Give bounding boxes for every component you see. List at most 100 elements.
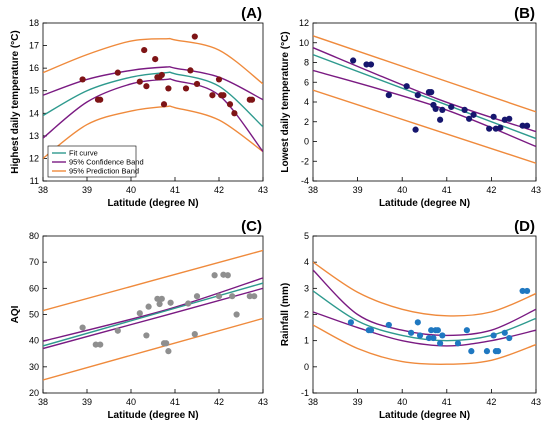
panel-d-data-point xyxy=(501,329,508,336)
panel-c-data-point xyxy=(92,341,99,348)
panel-b-y-tick-label: 12 xyxy=(299,18,309,28)
panel-c-prediction-band-upper xyxy=(43,249,263,312)
panel-a-y-tick-label: 18 xyxy=(29,18,39,28)
panel-d-y-tick-label: 0 xyxy=(304,362,309,372)
panel-c-prediction-band-lower xyxy=(43,317,263,381)
panel-d: 38 39 40 41 42 43 -1 0 1 2 3 4 5 Latitude (degree N) R… xyxy=(280,218,541,421)
panel-d-data-point xyxy=(416,332,424,339)
panel-d-data-point xyxy=(468,348,475,355)
panel-b-data-point xyxy=(448,103,455,111)
panel-d-data-point xyxy=(408,329,415,336)
panel-b-data-point xyxy=(523,122,531,129)
panel-c-y-axis-label: AQI xyxy=(10,305,21,323)
panel-d-data-point xyxy=(490,332,497,339)
panel-b-data-point xyxy=(414,91,421,99)
panel-a-data-point xyxy=(248,96,256,103)
panel-a-data-point xyxy=(191,33,198,40)
panel-c-x-tick-label: 42 xyxy=(214,397,224,407)
panel-d-data-point xyxy=(425,334,433,342)
panel-d-data-point xyxy=(519,287,526,295)
panel-b-data-point xyxy=(490,113,497,120)
panel-c-data-point xyxy=(114,327,121,334)
panel-d-y-tick-label: 3 xyxy=(304,283,309,293)
panel-d-data-point xyxy=(347,319,355,326)
panel-d-y-tick-label: -1 xyxy=(301,388,309,398)
panel-c-data-point xyxy=(156,300,163,308)
panel-d-data-point xyxy=(428,327,435,334)
panel-c-data-point xyxy=(233,311,240,318)
panel-a: 38 39 40 41 42 43 11 12 13 14 15 16 17 18 Latitude (de… xyxy=(10,5,268,209)
panel-a-data-point xyxy=(226,101,234,108)
panel-a-data-point xyxy=(143,83,150,90)
panel-a-data-point xyxy=(152,56,159,63)
panel-d-y-tick-label: 2 xyxy=(304,310,309,320)
panel-a-data-point xyxy=(231,110,238,117)
panel-d-x-tick-label: 40 xyxy=(397,397,407,407)
panel-b-data-point xyxy=(385,91,392,99)
panel-c-x-tick-label: 38 xyxy=(38,397,48,407)
panel-a-fit-curve xyxy=(43,71,263,128)
panel-c-x-tick-label: 39 xyxy=(82,397,92,407)
panel-d-x-tick-label: 39 xyxy=(353,397,363,407)
panel-c-data-point xyxy=(154,295,161,302)
panel-d-y-tick-label: 1 xyxy=(304,336,309,346)
panel-a-data-point xyxy=(136,78,143,85)
panel-a-legend-entry: Fit curve xyxy=(69,149,98,158)
panel-a-legend-entry: 95% Confidence Band xyxy=(69,158,144,167)
panel-d-data-point xyxy=(494,348,502,355)
panel-b-data-point xyxy=(506,115,513,122)
panel-a-y-tick-label: 11 xyxy=(30,176,39,186)
panel-b-data-point xyxy=(439,106,446,113)
panel-b-x-axis-label: Latitude (degree N) xyxy=(379,198,470,209)
panel-b-y-tick-label: 2 xyxy=(304,117,309,127)
panel-b-data-point xyxy=(437,116,444,123)
panel-d-x-tick-label: 38 xyxy=(308,397,318,407)
panel-b-data-point xyxy=(461,106,468,113)
panel-d-data-point xyxy=(439,332,446,339)
panel-d-data-point xyxy=(463,327,470,334)
panel-d-data-point xyxy=(430,334,437,342)
panel-a-x-tick-label: 38 xyxy=(38,185,48,195)
panel-b-y-tick-label: 4 xyxy=(304,97,309,107)
panel-b-y-axis-label: Lowest daily temperature (°C) xyxy=(280,31,291,172)
panel-c-data-point xyxy=(251,293,258,300)
panel-c-fit-curve xyxy=(43,282,263,347)
panel-a-data-point xyxy=(220,92,227,99)
panel-d-data-point xyxy=(437,340,444,347)
panel-c: 38 39 40 41 42 43 20 30 40 50 60 70 80 Latitude (degr… xyxy=(10,218,268,421)
panel-c-y-tick-label: 60 xyxy=(29,283,39,293)
panel-b-x-tick-label: 43 xyxy=(531,185,541,195)
panel-b-data-point xyxy=(466,115,473,122)
panel-c-data-point xyxy=(185,300,192,307)
panel-a-x-tick-label: 43 xyxy=(258,185,268,195)
panel-b-data-point xyxy=(363,61,370,68)
panel-c-data-point xyxy=(167,299,174,306)
panel-c-y-tick-label: 30 xyxy=(29,362,39,372)
panel-d-data-point xyxy=(483,348,491,355)
panel-c-y-tick-label: 50 xyxy=(29,310,39,320)
panel-d-confidence-band-lower xyxy=(313,311,536,347)
panel-b-data-point xyxy=(350,57,357,64)
panel-a-y-tick-label: 14 xyxy=(29,108,39,118)
panel-a-legend-entry: 95% Prediction Band xyxy=(69,167,139,176)
panel-d-data-point xyxy=(434,327,441,334)
panel-d-x-tick-label: 43 xyxy=(531,397,541,407)
panel-c-x-tick-label: 40 xyxy=(126,397,136,407)
panel-c-x-tick-label: 41 xyxy=(170,397,180,407)
panel-b-data-point xyxy=(367,61,375,68)
panel-a-data-point xyxy=(209,92,216,99)
panel-b-y-tick-label: -4 xyxy=(301,176,309,186)
panel-d-y-tick-label: 4 xyxy=(304,257,309,267)
panel-d-data-point xyxy=(414,319,421,326)
panel-c-x-tick-label: 43 xyxy=(258,397,268,407)
panel-a-prediction-band-lower xyxy=(43,105,263,159)
panel-d-data-point xyxy=(454,340,462,347)
panel-c-y-tick-label: 70 xyxy=(29,257,39,267)
panel-b-y-tick-label: 8 xyxy=(304,58,309,68)
panel-b-x-tick-label: 40 xyxy=(397,185,407,195)
panel-a-y-tick-label: 13 xyxy=(29,131,39,141)
panel-d-data-point xyxy=(506,334,513,342)
panel-c-data-point xyxy=(246,293,253,300)
